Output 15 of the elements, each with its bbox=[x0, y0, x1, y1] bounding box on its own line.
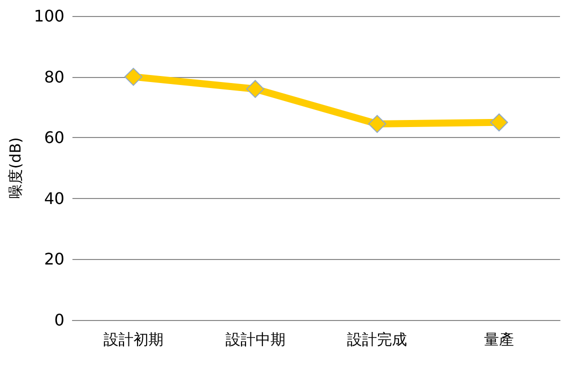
x-tick-label: 設計中期 bbox=[225, 330, 286, 348]
point bbox=[246, 80, 264, 98]
point bbox=[368, 114, 386, 133]
y-tick-label: 80 bbox=[44, 67, 64, 86]
point bbox=[124, 68, 142, 86]
y-tick-label: 0 bbox=[54, 310, 64, 330]
x-tick-label: 設計完成 bbox=[347, 330, 408, 348]
point bbox=[490, 113, 508, 132]
x-tick-label: 設計初期 bbox=[103, 330, 164, 348]
y-tick-label: 100 bbox=[34, 6, 64, 26]
y-axis-title: 噪度(dB) bbox=[6, 137, 24, 199]
x-tick-label: 量產 bbox=[484, 330, 514, 348]
y-tick-label: 60 bbox=[44, 128, 64, 148]
y-tick-label: 20 bbox=[44, 250, 64, 269]
y-tick-label: 40 bbox=[44, 188, 64, 208]
